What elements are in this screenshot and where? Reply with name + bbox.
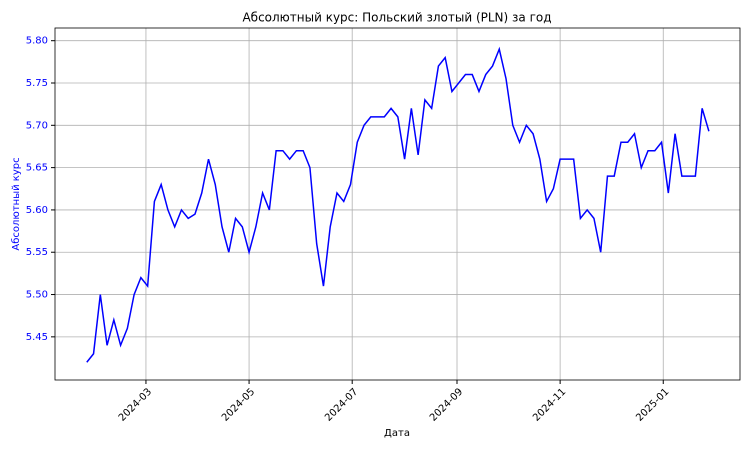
line-series (86, 46, 710, 363)
y-tick-label: 5.70 (26, 120, 48, 131)
y-tick-label: 5.50 (26, 290, 48, 301)
y-tick-label: 5.55 (26, 247, 48, 258)
y-tick-label: 5.60 (26, 205, 48, 216)
y-tick-label: 5.75 (26, 78, 48, 89)
y-axis-label: Абсолютный курс (11, 157, 22, 250)
x-axis-label: Дата (384, 428, 410, 439)
y-tick-label: 5.80 (26, 36, 48, 47)
chart-title: Абсолютный курс: Польский злотый (PLN) з… (242, 11, 551, 25)
plot-frame (54, 27, 741, 381)
y-tick-label: 5.65 (26, 163, 48, 174)
y-tick-label: 5.45 (26, 332, 48, 343)
